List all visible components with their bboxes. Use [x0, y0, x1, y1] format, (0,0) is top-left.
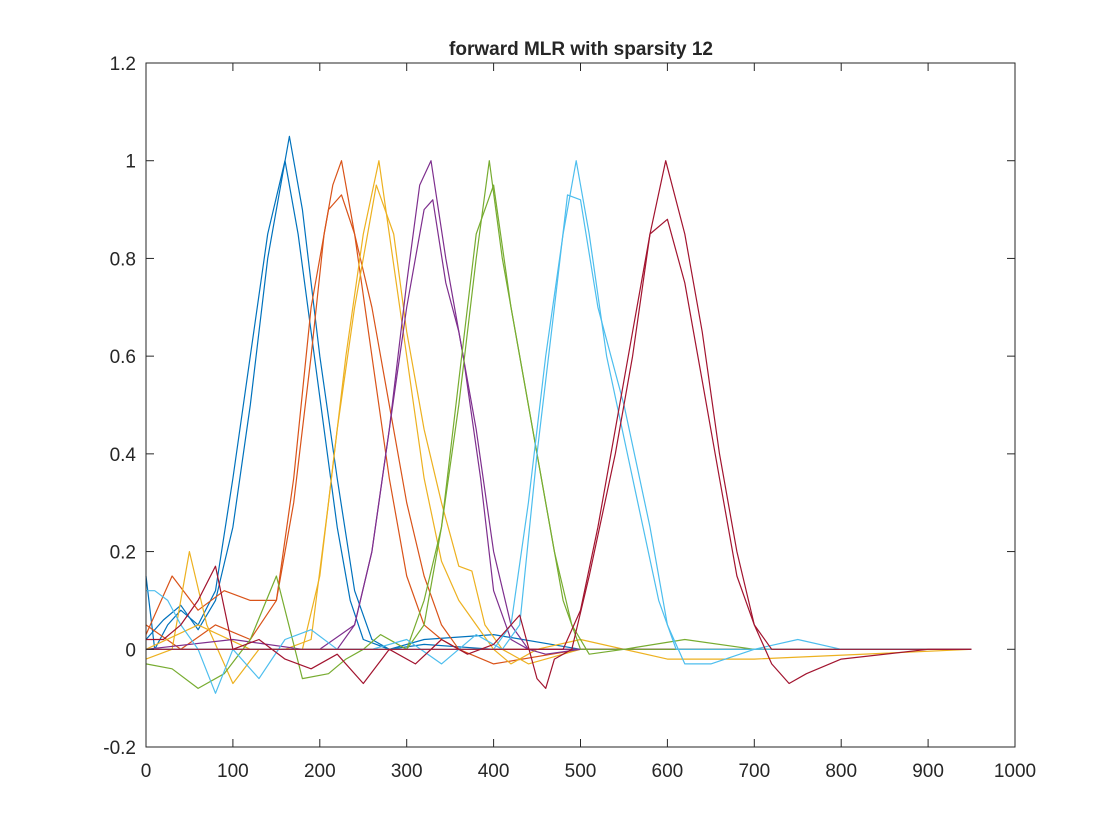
y-tick-label: 1.2	[110, 54, 136, 75]
x-tick-label: 0	[141, 761, 152, 782]
series-layer	[145, 135, 972, 694]
y-tick-label: 0.8	[110, 249, 136, 270]
chart-title: forward MLR with sparsity 12	[449, 39, 713, 60]
series-line-14	[146, 218, 972, 650]
x-tick-label: 900	[912, 761, 944, 782]
x-tick-label: 800	[825, 761, 857, 782]
y-tick-label: 0	[125, 640, 136, 661]
series-line-9	[145, 160, 972, 690]
y-tick-label: 1	[125, 152, 136, 173]
x-tick-label: 700	[738, 761, 770, 782]
plot-area	[146, 63, 1015, 747]
x-tick-label: 600	[652, 761, 684, 782]
series-line-8	[146, 199, 972, 655]
series-line-4	[145, 194, 972, 665]
plot-background	[146, 63, 1015, 747]
y-tick-label: 0.6	[110, 347, 136, 368]
x-tick-label: 300	[391, 761, 423, 782]
x-tick-label: 200	[304, 761, 336, 782]
x-tick-label: 1000	[994, 761, 1036, 782]
series-line-12	[146, 160, 972, 650]
y-tick-label: 0.2	[110, 543, 136, 564]
series-line-6	[145, 184, 972, 665]
y-tick-label: 0.4	[110, 445, 137, 466]
axes-layer: 0 100 200 300 400 500 600 700 800 900 1000-0.200.2…	[103, 54, 1036, 782]
y-tick-label: -0.2	[103, 738, 136, 759]
x-tick-label: 100	[217, 761, 249, 782]
x-tick-label: 400	[478, 761, 510, 782]
x-tick-label: 500	[565, 761, 597, 782]
